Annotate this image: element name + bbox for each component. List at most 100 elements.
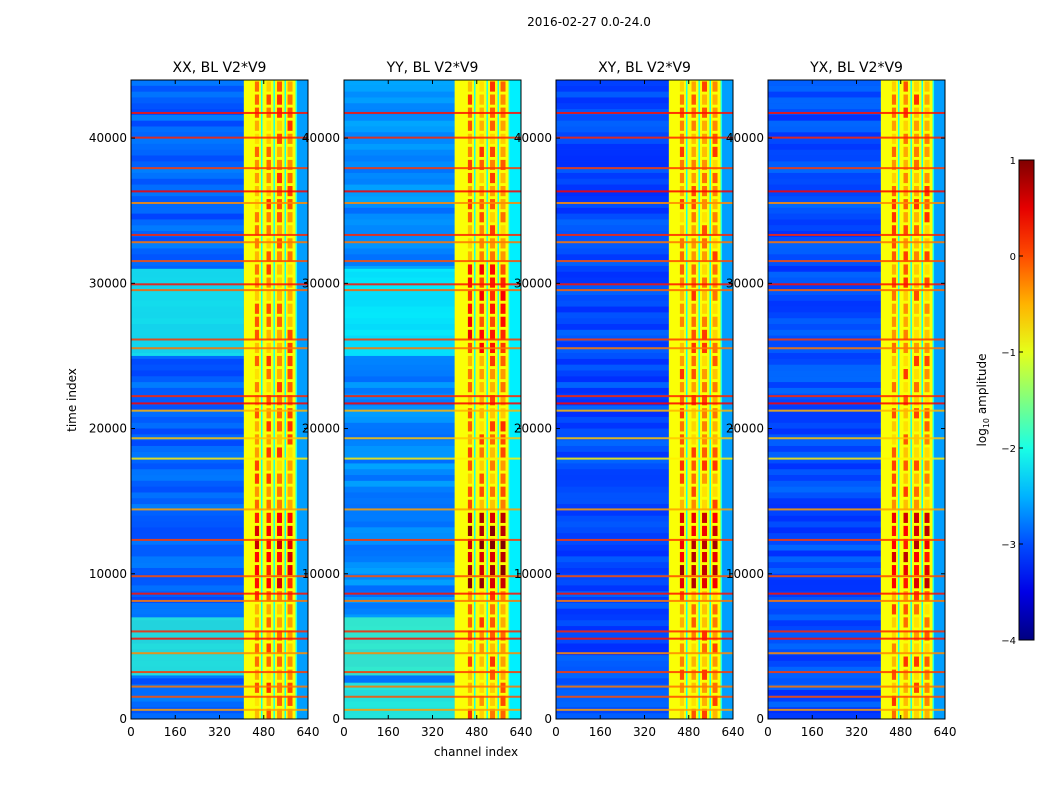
band-cell bbox=[691, 290, 696, 301]
band-cell bbox=[903, 355, 908, 367]
band-cell bbox=[287, 199, 293, 210]
noise-row bbox=[344, 457, 455, 464]
noise-row bbox=[768, 509, 881, 516]
band-cell bbox=[914, 369, 920, 380]
noise-row bbox=[556, 695, 669, 702]
band-cell bbox=[891, 538, 897, 550]
band-cell bbox=[500, 146, 506, 157]
band-cell bbox=[254, 251, 260, 262]
noise-row bbox=[344, 358, 455, 365]
elevated-noise-region bbox=[131, 617, 244, 676]
band-cell bbox=[277, 460, 283, 471]
y-tick-label: 40000 bbox=[89, 131, 127, 145]
noise-row bbox=[556, 358, 669, 365]
noise-row bbox=[556, 440, 669, 446]
rfi-row bbox=[556, 233, 733, 236]
noise-row bbox=[556, 416, 669, 423]
band-cell bbox=[467, 81, 473, 92]
band-cell bbox=[914, 212, 920, 223]
band-cell bbox=[500, 604, 506, 615]
band-cell bbox=[924, 264, 930, 275]
band-cell bbox=[712, 382, 718, 393]
band-cell bbox=[679, 447, 685, 458]
noise-row bbox=[768, 527, 881, 534]
noise-row bbox=[344, 161, 455, 168]
band-cell bbox=[891, 251, 897, 262]
noise-row bbox=[131, 504, 244, 510]
band-cell bbox=[254, 460, 260, 471]
band-cell bbox=[702, 486, 708, 497]
band-cell bbox=[490, 264, 496, 275]
rfi-row bbox=[344, 457, 521, 460]
band-cell bbox=[467, 525, 473, 537]
band-cell bbox=[691, 81, 696, 92]
band-cell bbox=[254, 329, 260, 340]
band-cell bbox=[266, 473, 271, 484]
band-cell bbox=[287, 460, 293, 471]
rfi-row bbox=[131, 233, 308, 236]
band-cell bbox=[467, 708, 473, 719]
band-cell bbox=[490, 447, 496, 458]
rfi-row bbox=[768, 233, 945, 236]
noise-row bbox=[131, 701, 244, 708]
band-cell bbox=[924, 408, 930, 419]
band-cell bbox=[490, 199, 496, 210]
band-cell bbox=[891, 460, 897, 471]
band-cell bbox=[924, 238, 930, 249]
noise-row bbox=[556, 387, 669, 394]
rfi-row bbox=[556, 283, 733, 286]
x-tick-label: 640 bbox=[297, 725, 320, 739]
band-cell bbox=[702, 408, 708, 419]
band-cell bbox=[712, 473, 718, 484]
noise-row bbox=[768, 411, 881, 417]
rfi-row bbox=[344, 136, 521, 139]
noise-row bbox=[556, 672, 669, 679]
band-cell bbox=[679, 303, 685, 314]
noise-row bbox=[768, 440, 881, 446]
noise-row bbox=[768, 550, 881, 557]
band-cell bbox=[914, 565, 920, 576]
band-cell bbox=[467, 473, 473, 484]
noise-row bbox=[556, 463, 669, 470]
band-cell bbox=[914, 682, 920, 693]
noise-row bbox=[768, 538, 881, 545]
band-cell bbox=[702, 382, 708, 393]
noise-row bbox=[768, 492, 881, 499]
rfi-row bbox=[768, 685, 945, 688]
noise-row bbox=[768, 213, 881, 220]
rfi-row bbox=[344, 708, 521, 711]
band-cell bbox=[691, 316, 696, 327]
band-cell bbox=[277, 212, 283, 223]
band-cell bbox=[679, 643, 685, 654]
noise-row bbox=[131, 376, 244, 383]
rfi-row bbox=[344, 111, 521, 114]
noise-row bbox=[556, 376, 669, 383]
noise-row bbox=[131, 509, 244, 516]
band-cell bbox=[490, 329, 496, 340]
band-cell bbox=[691, 264, 696, 275]
band-cell bbox=[903, 617, 908, 628]
band-cell bbox=[287, 382, 293, 393]
band-cell bbox=[287, 578, 293, 589]
band-cell bbox=[914, 251, 920, 262]
noise-row bbox=[768, 469, 881, 476]
band-cell bbox=[679, 486, 685, 497]
noise-row bbox=[556, 323, 669, 330]
noise-row bbox=[768, 602, 881, 609]
band-cell bbox=[691, 538, 696, 550]
rfi-row bbox=[131, 685, 308, 688]
rfi-row bbox=[768, 457, 945, 460]
band-cell bbox=[490, 238, 496, 249]
colorbar-tick-label: 1 bbox=[1010, 156, 1016, 167]
noise-row bbox=[768, 626, 881, 632]
band-cell bbox=[691, 604, 696, 615]
noise-row bbox=[344, 85, 455, 92]
band-cell bbox=[277, 643, 283, 654]
band-cell bbox=[679, 225, 685, 236]
band-cell bbox=[903, 120, 908, 131]
rfi-row bbox=[344, 437, 521, 440]
noise-row bbox=[556, 405, 669, 412]
band-cell bbox=[679, 578, 685, 589]
x-tick-label: 160 bbox=[164, 725, 187, 739]
